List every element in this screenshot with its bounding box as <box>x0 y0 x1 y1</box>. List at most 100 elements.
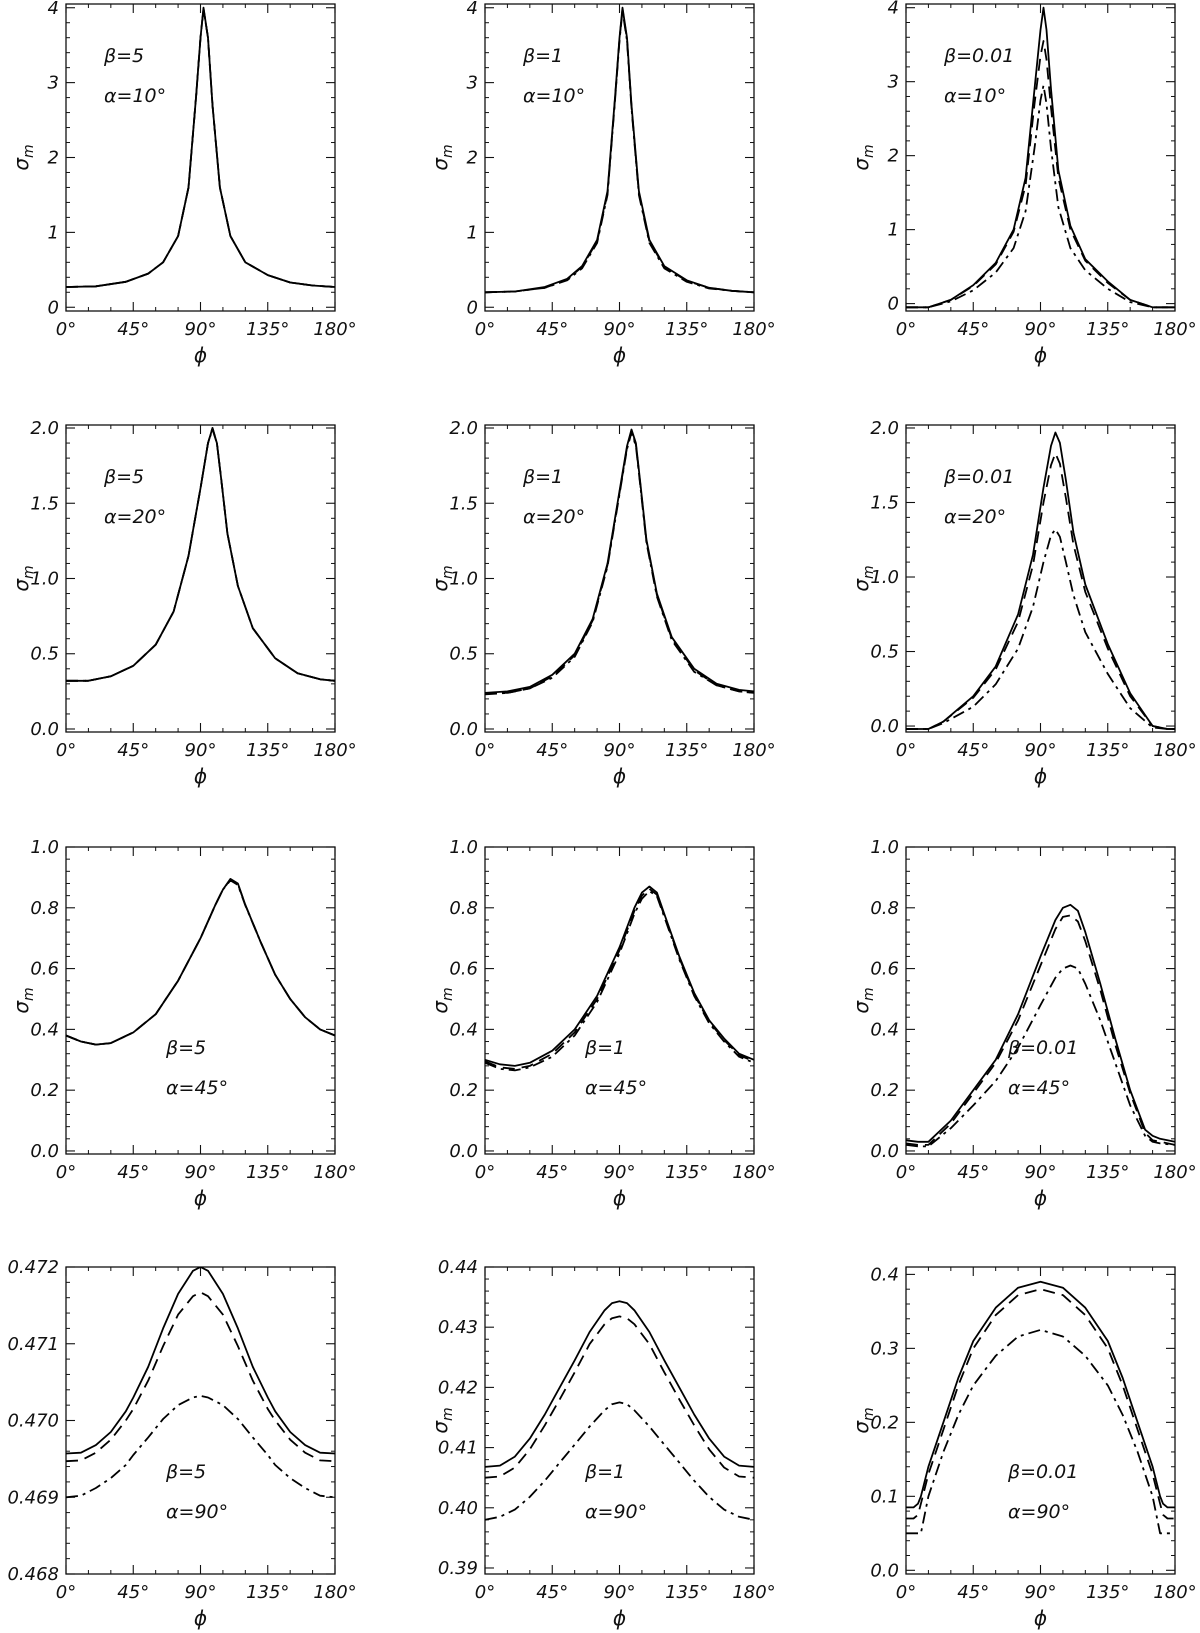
series-line-dashed <box>906 1288 1175 1520</box>
x-tick-label: 0° <box>896 319 916 340</box>
chart-panel-5: 0.0 0.5 1.0 1.5 2.0 0° 45° 90° 135° 180° ϕ σm β=1 α=2… <box>428 418 776 788</box>
y-axis-title: σm <box>428 987 456 1013</box>
chart-panel-11: 0.39 0.40 0.41 0.42 0.43 0.44 0° 45° 90° 135° 180°… <box>428 1257 776 1630</box>
x-tick-label: 90° <box>604 319 636 340</box>
x-tick-label: 45° <box>957 1162 989 1183</box>
x-tick-label: 0° <box>56 319 76 340</box>
x-axis-title: ϕ <box>194 1606 207 1630</box>
beta-annotation: β=1 <box>522 466 563 488</box>
y-tick-label: 2 <box>48 148 59 169</box>
series-line-dash-dot <box>66 8 335 288</box>
x-tick-label: 45° <box>536 740 568 761</box>
x-tick-label: 90° <box>185 319 217 340</box>
y-tick-label: 1.0 <box>449 837 478 858</box>
x-tick-label: 0° <box>475 319 495 340</box>
x-axis-title: ϕ <box>613 1186 626 1210</box>
y-tick-label: 0.8 <box>449 898 478 919</box>
beta-annotation: β=0.01 <box>1007 1037 1078 1059</box>
x-tick-label: 180° <box>1153 740 1196 761</box>
y-tick-label: 3 <box>888 72 899 93</box>
y-axis-title: σm <box>849 1407 877 1433</box>
x-axis-title: ϕ <box>1034 343 1047 367</box>
alpha-annotation: α=10° <box>944 85 1006 107</box>
beta-annotation: β=0.01 <box>943 45 1014 67</box>
series-line-dash-dot <box>485 890 754 1072</box>
y-tick-label: 0.2 <box>870 1080 899 1101</box>
y-tick-label: 0.470 <box>7 1411 59 1432</box>
alpha-annotation: α=10° <box>523 85 585 107</box>
y-axis-title: σm <box>428 565 456 591</box>
x-tick-label: 135° <box>246 319 289 340</box>
y-tick-label: 0 <box>48 297 59 318</box>
series-line-dashed <box>485 888 754 1070</box>
chart-panel-2: 0 1 2 3 4 0° 45° 90° 135° 180° ϕ σm β=1 α=10° <box>428 0 776 367</box>
chart-panel-9: 0.0 0.2 0.4 0.6 0.8 1.0 0° 45° 90° 135° 180° ϕ σm β=0… <box>849 837 1197 1210</box>
x-tick-label: 180° <box>1153 319 1196 340</box>
y-tick-label: 0.43 <box>438 1317 478 1338</box>
y-tick-label: 0.6 <box>30 959 59 980</box>
x-tick-label: 0° <box>896 740 916 761</box>
chart-panel-10: 0.468 0.469 0.470 0.471 0.472 0° 45° 90° 135° 180… <box>7 1257 356 1630</box>
series-line-solid <box>66 1267 335 1455</box>
series-line-dash-dot <box>906 1329 1175 1535</box>
plot-frame <box>484 846 755 1155</box>
alpha-annotation: α=10° <box>104 85 166 107</box>
y-tick-label: 0.5 <box>30 644 59 665</box>
x-axis-title: ϕ <box>1034 1606 1047 1630</box>
chart-panel-6: 0.0 0.5 1.0 1.5 2.0 0° 45° 90° 135° 180° ϕ σm β=0.01… <box>849 418 1197 788</box>
alpha-annotation: α=20° <box>523 506 585 528</box>
x-tick-label: 0° <box>56 1162 76 1183</box>
series-line-solid <box>485 885 754 1067</box>
y-tick-label: 0.472 <box>7 1257 59 1278</box>
beta-annotation: β=1 <box>584 1461 625 1483</box>
x-tick-label: 135° <box>1086 1582 1129 1603</box>
y-tick-label: 0.468 <box>7 1564 59 1585</box>
x-tick-label: 180° <box>1153 1162 1196 1183</box>
series-line-dashed <box>485 1315 754 1479</box>
x-tick-label: 135° <box>1086 1162 1129 1183</box>
y-tick-label: 0.2 <box>870 1412 899 1433</box>
y-tick-label: 0.3 <box>870 1338 899 1359</box>
x-tick-label: 45° <box>117 740 149 761</box>
y-tick-label: 2.0 <box>30 418 59 439</box>
series-line-dashed <box>66 427 335 682</box>
y-tick-label: 0.4 <box>870 1019 899 1040</box>
x-axis-title: ϕ <box>613 343 626 367</box>
x-axis-title: ϕ <box>613 1606 626 1630</box>
x-tick-label: 180° <box>313 740 356 761</box>
x-tick-label: 45° <box>117 1582 149 1603</box>
y-axis-title: σm <box>9 987 37 1013</box>
chart-panel-4: 0.0 0.5 1.0 1.5 2.0 0° 45° 90° 135° 180° ϕ σm β=5 α=2… <box>9 418 357 788</box>
panels-container: 0 1 2 3 4 0° 45° 90° 135° 180° ϕ σm β=5 α=10° 0 1 2 3 4 0° 4… <box>7 0 1196 1630</box>
beta-annotation: β=1 <box>522 45 563 67</box>
x-tick-label: 180° <box>1153 1582 1196 1603</box>
y-axis-title: σm <box>9 565 37 591</box>
y-tick-label: 1.0 <box>30 837 59 858</box>
series-line-solid <box>66 878 335 1046</box>
y-tick-label: 0.1 <box>870 1486 899 1507</box>
y-tick-label: 1.0 <box>870 567 899 588</box>
y-tick-label: 2.0 <box>449 418 478 439</box>
x-axis-title: ϕ <box>194 343 207 367</box>
x-tick-label: 90° <box>185 740 217 761</box>
y-tick-label: 1.5 <box>870 492 899 513</box>
series-line-solid <box>906 903 1175 1143</box>
series-line-dashed <box>906 452 1175 730</box>
series-line-dashed <box>485 430 754 694</box>
x-tick-label: 90° <box>1025 1582 1057 1603</box>
plot-frame <box>484 1266 755 1575</box>
y-tick-label: 4 <box>48 0 59 19</box>
alpha-annotation: α=45° <box>1008 1077 1070 1099</box>
y-axis-title: σm <box>9 144 37 170</box>
x-tick-label: 90° <box>185 1582 217 1603</box>
x-tick-label: 135° <box>246 1162 289 1183</box>
chart-panel-12: 0.0 0.1 0.2 0.3 0.4 0° 45° 90° 135° 180° ϕ σm β=0.01… <box>849 1264 1197 1630</box>
beta-annotation: β=5 <box>165 1461 206 1483</box>
x-axis-title: ϕ <box>1034 1186 1047 1210</box>
beta-annotation: β=5 <box>103 466 144 488</box>
series-line-dash-dot <box>66 1395 335 1499</box>
y-tick-label: 0 <box>888 294 899 315</box>
series-line-dash-dot <box>485 431 754 696</box>
x-tick-label: 90° <box>1025 1162 1057 1183</box>
x-tick-label: 0° <box>896 1582 916 1603</box>
